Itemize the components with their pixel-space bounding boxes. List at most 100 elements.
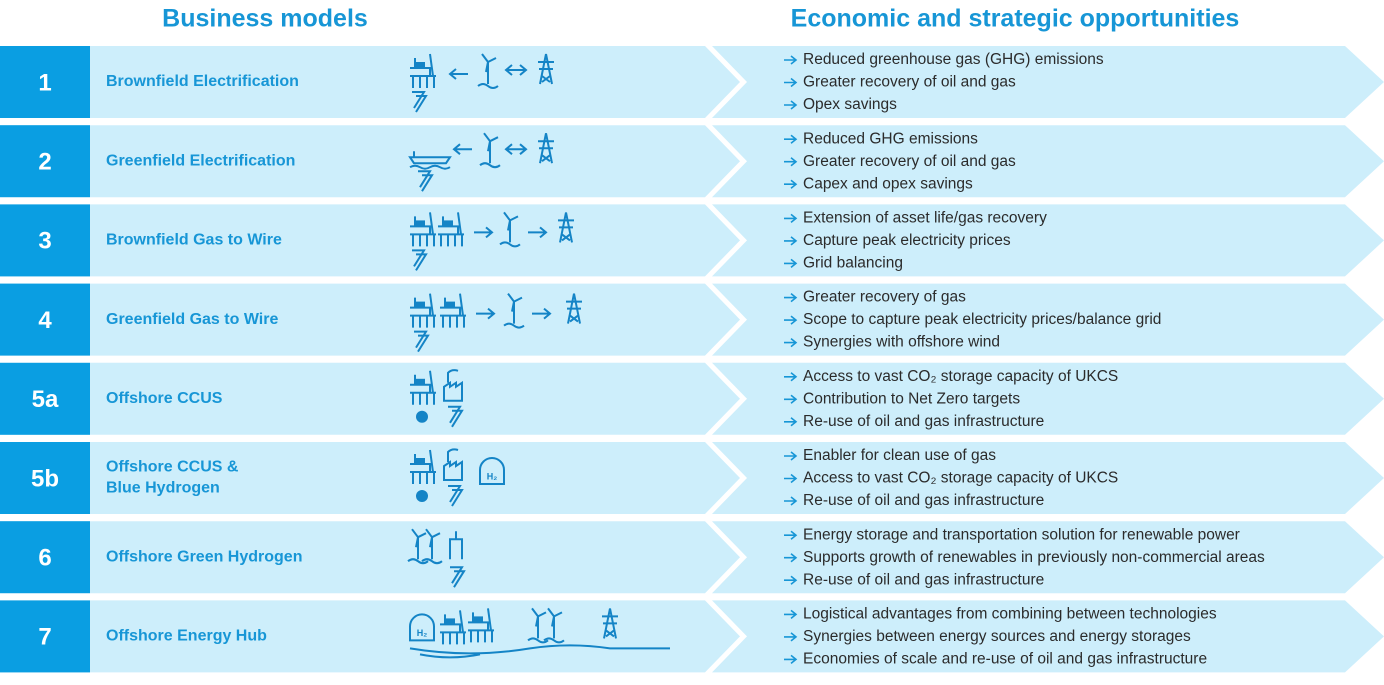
- model-name: Offshore Energy Hub: [106, 628, 267, 645]
- icon-block: [474, 616, 483, 623]
- icon-platform: [410, 293, 436, 328]
- icon-turbine: [421, 528, 443, 565]
- number-box: [0, 362, 90, 435]
- row-number: 7: [38, 624, 51, 651]
- icon-turbine: [527, 607, 549, 644]
- opportunity: Re-use of oil and gas infrastructure: [803, 413, 1044, 430]
- opportunity: Re-use of oil and gas infrastructure: [803, 492, 1044, 509]
- opportunity: Capture peak electricity prices: [803, 232, 1011, 249]
- number-box: [0, 442, 90, 514]
- icon-platform: [440, 293, 466, 328]
- bullet-arrow: [784, 337, 798, 348]
- opportunity: Grid balancing: [803, 254, 903, 271]
- opportunity: Synergies between energy sources and ene…: [803, 628, 1191, 645]
- icon-arrow: [504, 64, 528, 76]
- icon-arrow: [528, 226, 548, 239]
- icon-label: H₂: [417, 628, 428, 638]
- icon-arrow: [532, 307, 552, 320]
- icon-cable: [409, 644, 670, 659]
- icon-pylon: [602, 608, 618, 639]
- bullet-arrow: [784, 417, 798, 427]
- row-number: 6: [38, 545, 51, 572]
- bullet-arrow: [784, 473, 798, 484]
- icon-block: [416, 220, 425, 227]
- icon-pipe: [448, 405, 464, 428]
- model-name: Offshore CCUS &: [106, 459, 239, 476]
- row-number: 5b: [31, 465, 59, 492]
- row: 4 Greenfield Gas to Wire Greater recovery …: [0, 283, 1384, 356]
- row-background-right: [712, 125, 1384, 198]
- icon-arrow: [476, 307, 496, 320]
- opportunity: Opex savings: [803, 96, 897, 113]
- opportunity: Greater recovery of gas: [803, 289, 966, 306]
- icon-turbine: [407, 528, 429, 565]
- row-number: 2: [38, 149, 51, 176]
- bullet-arrow: [784, 157, 798, 167]
- left-title: Business models: [162, 5, 368, 33]
- icon-pipe: [412, 91, 428, 113]
- bullet-arrow: [784, 394, 798, 404]
- opportunity: Capex and opex savings: [803, 175, 973, 192]
- icon-vessel: [408, 151, 452, 170]
- icon-pipe: [412, 249, 428, 271]
- icon-block: [416, 458, 425, 464]
- icon-platform: [410, 53, 436, 88]
- opportunity: Economies of scale and re-use of oil and…: [803, 650, 1207, 667]
- opportunity: Enabler for clean use of gas: [803, 447, 996, 464]
- number-box: [0, 521, 90, 594]
- opportunity: Scope to capture peak electricity prices…: [803, 311, 1161, 328]
- row-background-right: [712, 46, 1384, 118]
- icon-storage: [409, 613, 435, 642]
- icon-pipe: [448, 485, 464, 507]
- row: 7 Offshore Energy Hub H₂ Logistical advanta…: [0, 600, 1384, 673]
- model-name: Offshore CCUS: [106, 390, 223, 407]
- row-background-left: [0, 362, 740, 435]
- opportunity: Supports growth of renewables in previou…: [803, 549, 1265, 566]
- row: 6 Offshore Green Hydrogen Energy storage a…: [0, 521, 1384, 594]
- row-background-right: [712, 442, 1384, 514]
- model-name: Greenfield Electrification: [106, 152, 295, 169]
- icon-platform: [438, 212, 464, 247]
- icon-factory: [443, 369, 463, 402]
- opportunity: Re-use of oil and gas infrastructure: [803, 571, 1044, 588]
- row-background-left: [0, 46, 740, 118]
- bullet-arrow: [784, 496, 798, 506]
- icon-pipe: [450, 566, 466, 588]
- opportunity: Greater recovery of oil and gas: [803, 74, 1016, 91]
- icon-arrow: [504, 143, 528, 155]
- model-name: Brownfield Electrification: [106, 73, 299, 90]
- icon-storage: [479, 457, 505, 485]
- icon-electrolyser: [449, 531, 463, 560]
- icon-block: [416, 62, 425, 68]
- icon-label: H₂: [487, 471, 498, 481]
- icon-pylon: [558, 212, 574, 243]
- bullet-arrow: [784, 315, 798, 325]
- row-background-left: [0, 283, 740, 356]
- icon-arrow: [448, 68, 468, 80]
- bullet-arrow: [784, 100, 798, 110]
- bullet-arrow: [784, 632, 798, 642]
- bullet-arrow: [784, 372, 798, 382]
- icon-platform: [410, 449, 436, 484]
- icon-platform: [410, 212, 436, 247]
- number-box: [0, 204, 90, 277]
- bullet-arrow: [784, 236, 798, 246]
- bullet-arrow: [784, 609, 798, 620]
- icon-platform: [440, 610, 466, 645]
- opportunity: Access to vast CO₂ storage capacity of U…: [803, 470, 1118, 487]
- icon-pylon: [566, 293, 582, 324]
- icon-turbine: [499, 211, 521, 248]
- number-box: [0, 125, 90, 198]
- opportunity: Contribution to Net Zero targets: [803, 390, 1020, 407]
- icon-reservoir: [416, 410, 428, 423]
- row-background-left: [0, 125, 740, 198]
- model-name: Blue Hydrogen: [106, 480, 220, 497]
- bullet-arrow: [784, 654, 798, 665]
- bullet-arrow: [784, 213, 798, 224]
- number-box: [0, 46, 90, 118]
- model-name: Greenfield Gas to Wire: [106, 311, 278, 328]
- model-name: Brownfield Gas to Wire: [106, 232, 282, 249]
- row-background-right: [712, 362, 1384, 435]
- row: 1 Brownfield Electrification Reduced green…: [0, 46, 1384, 118]
